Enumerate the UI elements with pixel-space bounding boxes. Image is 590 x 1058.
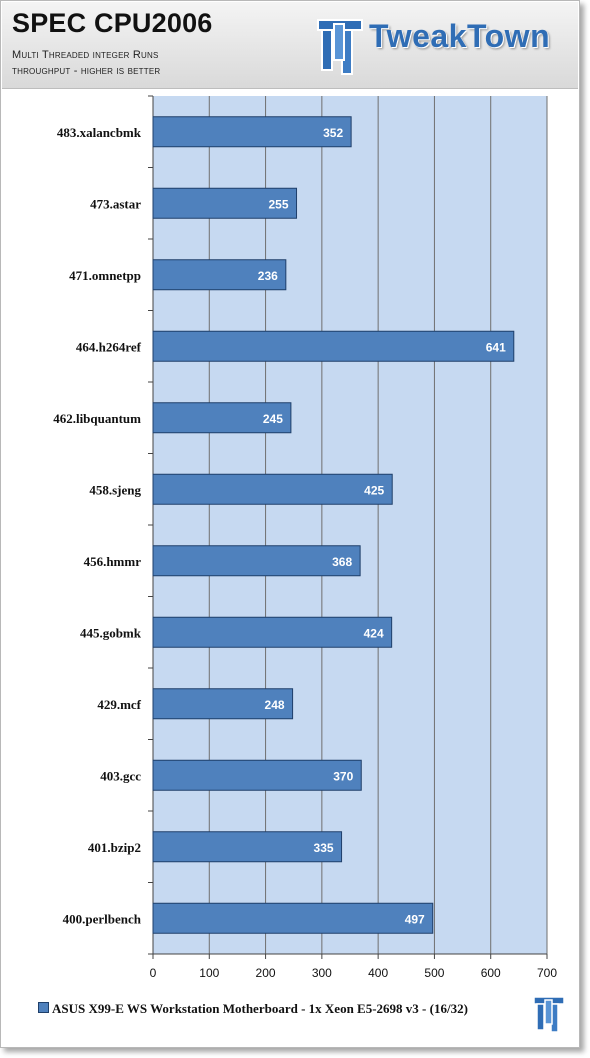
- bar-value-label: 352: [323, 126, 343, 140]
- category-label: 429.mcf: [97, 697, 141, 712]
- bar-value-label: 245: [263, 412, 283, 426]
- bar: [152, 116, 352, 148]
- bar-value-label: 255: [268, 197, 288, 211]
- category-label: 445.gobmk: [80, 625, 142, 640]
- bar-value-label: 424: [364, 626, 384, 640]
- x-tick-label: 200: [256, 966, 276, 980]
- category-label: 473.astar: [90, 196, 141, 211]
- bar: [152, 259, 287, 291]
- category-label: 400.perlbench: [63, 911, 142, 926]
- chart-header: SPEC CPU2006 Multi Threaded integer Runs…: [2, 2, 578, 89]
- x-tick-label: 100: [199, 966, 219, 980]
- category-label: 462.libquantum: [53, 411, 141, 426]
- x-tick-label: 500: [424, 966, 444, 980]
- bar-value-label: 236: [258, 269, 278, 283]
- tweaktown-logo: TweakTown: [312, 14, 572, 78]
- category-label: 456.hmmr: [84, 554, 142, 569]
- bar-value-label: 335: [314, 841, 334, 855]
- plot-area: [153, 96, 547, 954]
- bar: [152, 473, 393, 505]
- bar-value-label: 641: [486, 340, 506, 354]
- legend-swatch: [38, 1002, 49, 1013]
- bar-value-label: 248: [265, 698, 285, 712]
- chart-subtitle-line2: throughput - higher is better: [12, 65, 161, 77]
- chart-subtitle-line1: Multi Threaded integer Runs: [12, 49, 159, 61]
- bar: [152, 759, 362, 791]
- bar: [152, 616, 393, 648]
- x-tick-label: 700: [537, 966, 557, 980]
- tweaktown-logo-icon: [317, 19, 363, 75]
- category-label: 483.xalancbmk: [57, 125, 142, 140]
- category-label: 403.gcc: [100, 768, 141, 783]
- bar: [152, 330, 515, 362]
- category-label: 401.bzip2: [88, 840, 141, 855]
- category-label: 464.h264ref: [76, 339, 142, 354]
- chart-legend: ASUS X99-E WS Workstation Motherboard - …: [38, 1000, 538, 1017]
- bar-value-label: 425: [364, 483, 384, 497]
- bar: [152, 902, 434, 934]
- tweaktown-small-logo-icon: [533, 996, 565, 1033]
- bar: [152, 402, 292, 434]
- x-tick-label: 400: [368, 966, 388, 980]
- bar: [152, 187, 298, 219]
- x-tick-label: 0: [150, 966, 157, 980]
- bar: [152, 831, 343, 863]
- bar: [152, 545, 361, 577]
- category-label: 458.sjeng: [89, 482, 141, 497]
- bar-value-label: 370: [333, 769, 353, 783]
- bar-value-label: 497: [405, 912, 425, 926]
- legend-series-label: ASUS X99-E WS Workstation Motherboard - …: [52, 1001, 468, 1016]
- x-tick-label: 300: [312, 966, 332, 980]
- x-tick-label: 600: [481, 966, 501, 980]
- tweaktown-logo-text: TweakTown: [369, 18, 551, 54]
- bar: [152, 688, 294, 720]
- bar-value-label: 368: [332, 555, 352, 569]
- category-label: 471.omnetpp: [69, 268, 141, 283]
- chart-title: SPEC CPU2006: [12, 8, 213, 38]
